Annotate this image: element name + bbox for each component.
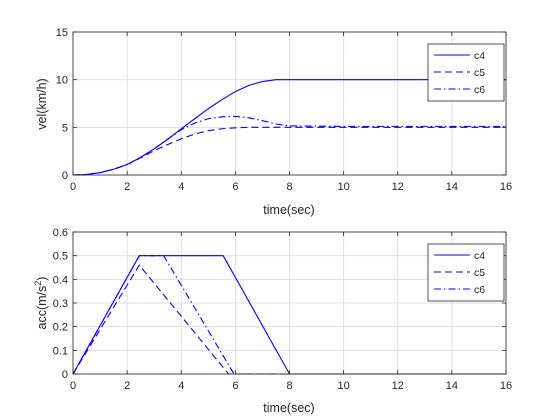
acceleration-ylabel-end: ) [35,277,49,281]
acceleration-ytick-label: 0.6 [53,227,68,239]
acceleration-ytick-label: 0.5 [53,251,68,263]
acceleration-xtick-label: 0 [70,380,76,392]
acceleration-xtick-label: 6 [232,380,238,392]
acceleration-xlabel: time(sec) [263,401,314,415]
acceleration-ytick-label: 0.3 [53,298,68,310]
velocity-xlabel: time(sec) [263,203,314,217]
acceleration-xtick-label: 10 [338,380,350,392]
acceleration-xtick-label: 16 [500,380,512,392]
acceleration-plot: time(sec) acc(m/s2) 0 2 4 6 8 10 12 14 1600.10.2… [33,227,512,415]
velocity-ylabel: vel(km/h) [35,78,49,129]
velocity-xtick-label: 0 [70,181,76,193]
velocity-series-c6 [72,115,506,176]
velocity-ytick-label: 15 [56,27,68,39]
acceleration-legend-label-c5: c5 [474,267,485,279]
acceleration-ytick-label: 0 [62,369,68,381]
velocity-ytick-label: 5 [62,122,68,134]
velocity-xtick-label: 6 [232,181,238,193]
velocity-legend-label-c5: c5 [474,67,485,79]
acceleration-legend-label-c4: c4 [474,250,485,262]
acceleration-ylabel: acc(m/s2) [33,277,49,330]
velocity-legend-label-c4: c4 [474,50,485,62]
velocity-series-c5 [72,126,506,176]
velocity-ytick-label: 0 [62,170,68,182]
acceleration-xtick-label: 14 [446,380,458,392]
acceleration-legend: c4 c5 c6 [427,243,505,302]
velocity-xtick-label: 8 [286,181,292,193]
acceleration-ytick-label: 0.1 [53,345,68,357]
acceleration-ylabel-superscript: 2 [33,281,43,286]
acceleration-xtick-label: 2 [124,380,130,392]
acceleration-xtick-label: 4 [178,380,184,392]
velocity-ytick-label: 10 [56,75,68,87]
acceleration-ylabel-base: acc(m/s [35,286,49,330]
velocity-xtick-label: 10 [338,181,350,193]
acceleration-legend-label-c6: c6 [474,284,485,296]
velocity-xtick-label: 4 [178,181,184,193]
velocity-plot: time(sec) vel(km/h) 0 2 4 6 8 10 12 14 16 0 5 10 15 c… [35,27,512,217]
velocity-xtick-label: 2 [124,181,130,193]
velocity-xtick-label: 12 [392,181,404,193]
acceleration-xtick-label: 8 [286,380,292,392]
velocity-xtick-label: 16 [500,181,512,193]
acceleration-ytick-label: 0.4 [53,274,68,286]
acceleration-ytick-label: 0.2 [53,322,68,334]
acceleration-xtick-label: 12 [392,380,404,392]
velocity-xtick-label: 14 [446,181,458,193]
velocity-legend: c4 c5 c6 [427,43,505,102]
velocity-legend-label-c6: c6 [474,84,485,96]
